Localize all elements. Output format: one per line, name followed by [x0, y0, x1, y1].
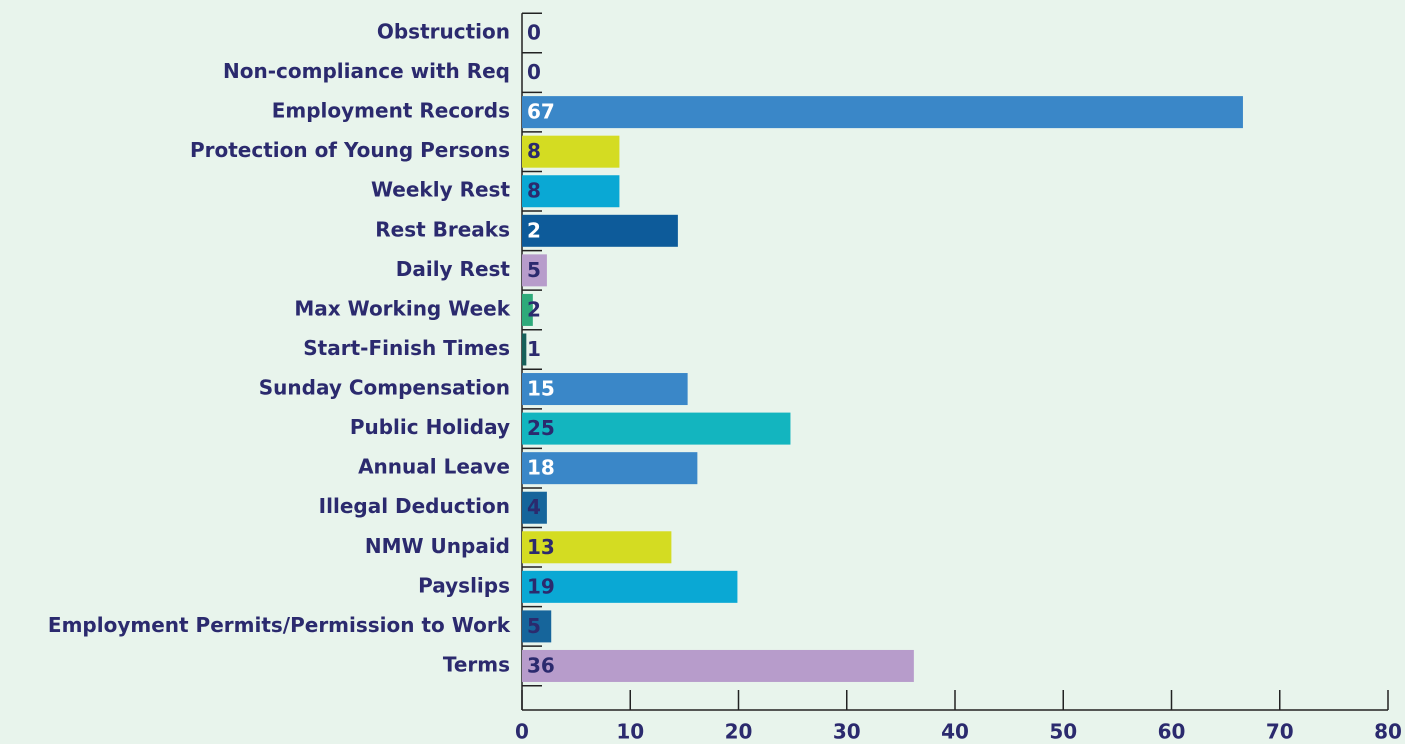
bar — [522, 491, 547, 524]
data-label: 0 — [527, 21, 541, 45]
x-tick-label: 50 — [1049, 720, 1077, 744]
bar — [522, 175, 620, 208]
bar — [522, 333, 527, 366]
category-label: Rest Breaks — [375, 217, 510, 241]
data-label: 67 — [527, 100, 555, 124]
category-label: Protection of Young Persons — [190, 138, 510, 162]
category-label: Daily Rest — [396, 257, 511, 281]
category-label: Employment Permits/Permission to Work — [48, 613, 511, 637]
category-label: NMW Unpaid — [365, 534, 510, 558]
category-label: Max Working Week — [294, 296, 510, 320]
data-label: 13 — [527, 535, 555, 559]
data-label: 0 — [527, 60, 541, 84]
category-label: Payslips — [418, 573, 510, 597]
data-label: 4 — [527, 495, 541, 519]
bar — [522, 610, 552, 643]
x-tick-label: 80 — [1374, 720, 1402, 744]
category-label: Weekly Rest — [371, 178, 511, 202]
x-tick-label: 30 — [833, 720, 861, 744]
category-label: Start-Finish Times — [303, 336, 510, 360]
category-label: Public Holiday — [350, 415, 510, 439]
bar — [522, 293, 533, 326]
x-tick-label: 0 — [515, 720, 529, 744]
bar — [522, 214, 678, 247]
data-label: 8 — [527, 139, 541, 163]
x-tick-label: 40 — [941, 720, 969, 744]
x-tick-label: 10 — [616, 720, 644, 744]
x-tick-label: 20 — [725, 720, 753, 744]
data-label: 19 — [527, 574, 555, 598]
data-label: 8 — [527, 179, 541, 203]
category-label: Non-compliance with Req — [223, 59, 510, 83]
data-label: 15 — [527, 377, 555, 401]
data-label: 5 — [527, 258, 541, 282]
data-label: 1 — [527, 337, 541, 361]
bar — [522, 96, 1243, 129]
bar — [522, 452, 698, 485]
category-label: Obstruction — [377, 20, 510, 44]
data-label: 36 — [527, 653, 555, 677]
bar — [522, 531, 672, 564]
bar — [522, 373, 688, 406]
data-label: 25 — [527, 416, 555, 440]
bar — [522, 570, 738, 603]
data-label: 5 — [527, 614, 541, 638]
data-label: 18 — [527, 456, 555, 480]
category-label: Terms — [443, 652, 510, 676]
category-label: Illegal Deduction — [319, 494, 510, 518]
bar — [522, 412, 791, 445]
category-label: Employment Records — [272, 99, 510, 123]
bar — [522, 649, 914, 682]
bar — [522, 135, 620, 168]
data-label: 2 — [527, 297, 541, 321]
category-label: Annual Leave — [358, 455, 510, 479]
category-label: Sunday Compensation — [259, 376, 510, 400]
x-tick-label: 60 — [1158, 720, 1186, 744]
data-label: 2 — [527, 218, 541, 242]
x-tick-label: 70 — [1266, 720, 1294, 744]
bar — [522, 254, 547, 287]
